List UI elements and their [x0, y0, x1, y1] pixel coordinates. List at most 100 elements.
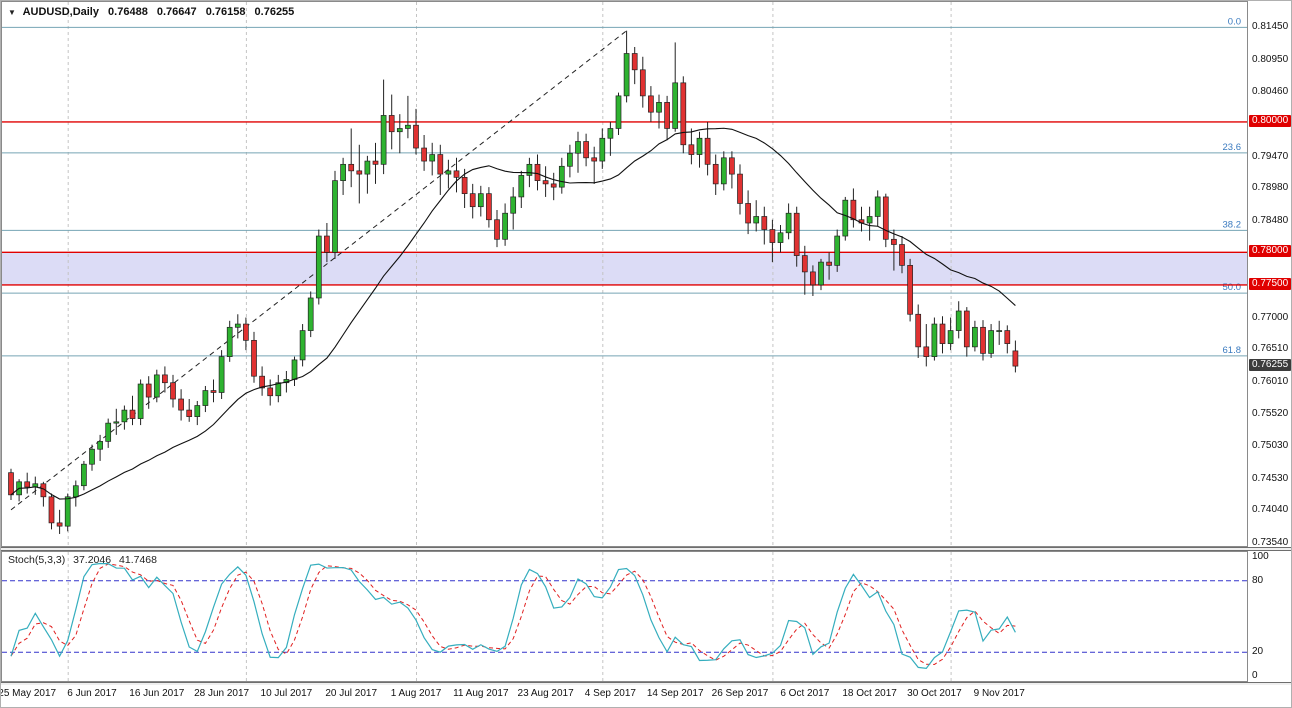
price-axis-label: 0.78980 — [1252, 182, 1289, 194]
candle-body — [1012, 350, 1019, 367]
candle-body — [380, 115, 387, 165]
candle-body — [445, 170, 452, 175]
stoch-plot-border — [1, 551, 1248, 682]
price-axis-label: 0.75520 — [1252, 408, 1289, 419]
fib-level-label: 23.6 — [1223, 142, 1242, 153]
candle-body — [89, 448, 95, 465]
candle-body — [785, 212, 792, 234]
candle-body — [704, 137, 711, 165]
price-axis-label: 0.73540 — [1252, 537, 1289, 549]
candle-body — [421, 147, 427, 162]
candle-body — [623, 53, 630, 97]
stoch-axis-label: 20 — [1252, 646, 1264, 658]
candle-body — [745, 203, 751, 224]
candle-body — [834, 235, 841, 266]
candle-body — [186, 409, 193, 417]
candle-body — [583, 141, 589, 159]
candle-body — [332, 180, 338, 253]
stoch-k-line — [10, 562, 1016, 669]
panel-splitter[interactable] — [1, 547, 1291, 551]
candle-body — [680, 82, 687, 146]
candle-body — [866, 216, 873, 224]
candle-body — [720, 157, 727, 185]
candle-body — [494, 219, 500, 240]
moving-average-line[interactable] — [10, 127, 1016, 500]
indicator-name: Stoch(5,3,3) — [8, 554, 66, 566]
candle-body — [243, 323, 249, 341]
stoch-axis-label: 100 — [1252, 551, 1269, 562]
candle-body — [348, 163, 355, 172]
date-axis-label: 6 Jun 2017 — [67, 688, 117, 699]
price-axis-label: 0.74040 — [1252, 504, 1289, 516]
candle-body — [267, 387, 274, 397]
candle-body — [737, 173, 743, 204]
candle-body — [170, 382, 176, 400]
candle-body — [153, 374, 160, 398]
candle-body — [826, 261, 832, 266]
date-axis-label: 18 Oct 2017 — [842, 688, 897, 699]
price-axis-label: 0.76010 — [1252, 376, 1289, 388]
ohlc-open: 0.76488 — [108, 6, 148, 18]
stoch-axis[interactable]: 100 80 20 0 — [1248, 551, 1291, 682]
candle-body — [656, 102, 662, 113]
date-axis-label: 26 Sep 2017 — [711, 688, 769, 699]
date-axis-label: 23 Aug 2017 — [517, 688, 574, 699]
key-level-price-label: 0.80000 — [1249, 114, 1291, 127]
candle-body — [388, 115, 395, 133]
date-axis-label: 28 Jun 2017 — [194, 688, 250, 699]
quick-nav-icon[interactable]: ▼ — [8, 8, 16, 17]
stoch-d-line — [10, 563, 1016, 665]
ohlc-low: 0.76158 — [205, 6, 246, 18]
price-axis-label: 0.78480 — [1252, 215, 1289, 227]
candle-body — [567, 152, 573, 167]
stoch-axis-label: 80 — [1252, 574, 1264, 586]
candle-body — [234, 323, 241, 328]
candle-body — [299, 330, 306, 361]
main-chart[interactable]: 0.0 23.6 38.2 50.0 61.8 — [1, 1, 1248, 547]
candle-body — [48, 496, 55, 524]
fib-level-label: 61.8 — [1223, 345, 1242, 356]
price-axis-label: 0.76510 — [1252, 343, 1289, 355]
candle-body — [882, 196, 889, 240]
candle-body — [607, 128, 614, 139]
candle-body — [56, 522, 63, 527]
candle-body — [923, 346, 930, 357]
candle-body — [664, 102, 670, 129]
candle-body — [672, 82, 679, 129]
fib-level-label: 0.0 — [1228, 16, 1241, 27]
month-separators — [67, 552, 952, 681]
candle-body — [453, 170, 460, 178]
candle-body — [97, 441, 103, 450]
price-axis-label: 0.80950 — [1252, 54, 1289, 66]
candle-body — [145, 383, 152, 398]
stochastic-panel[interactable] — [1, 551, 1248, 682]
candle-body — [988, 330, 994, 354]
date-axis-label: 14 Sep 2017 — [646, 688, 704, 699]
candle-body — [793, 212, 800, 256]
candle-body — [396, 128, 403, 133]
candle-body — [81, 463, 87, 487]
candle-body — [315, 235, 322, 299]
candle-body — [413, 124, 419, 149]
candle-body — [761, 216, 768, 230]
time-axis[interactable]: 25 May 2017 6 Jun 2017 16 Jun 2017 28 Jun 2… — [0, 685, 1291, 707]
candle-body — [356, 170, 363, 175]
candle-body — [947, 330, 954, 344]
panel-splitter-bottom[interactable] — [1, 682, 1291, 685]
candle-body — [259, 375, 265, 389]
date-axis-label: 10 Jul 2017 — [260, 688, 313, 699]
horizontal-lines[interactable] — [2, 121, 1247, 286]
price-axis[interactable]: 0.81450 0.80950 0.80460 0.79470 0.78980 0.784… — [1248, 1, 1291, 549]
candle-body — [526, 163, 533, 176]
candle-body — [72, 485, 79, 498]
date-axis-label: 4 Sep 2017 — [584, 688, 636, 699]
candle-body — [729, 157, 735, 175]
candle-body — [477, 193, 484, 208]
candle-body — [639, 69, 646, 97]
candles-layer — [8, 30, 1019, 534]
date-axis-label: 25 May 2017 — [0, 688, 57, 699]
date-axis-label: 30 Oct 2017 — [907, 688, 962, 699]
candle-body — [129, 409, 136, 419]
fibonacci-retracement[interactable]: 0.0 23.6 38.2 50.0 61.8 — [2, 16, 1247, 357]
